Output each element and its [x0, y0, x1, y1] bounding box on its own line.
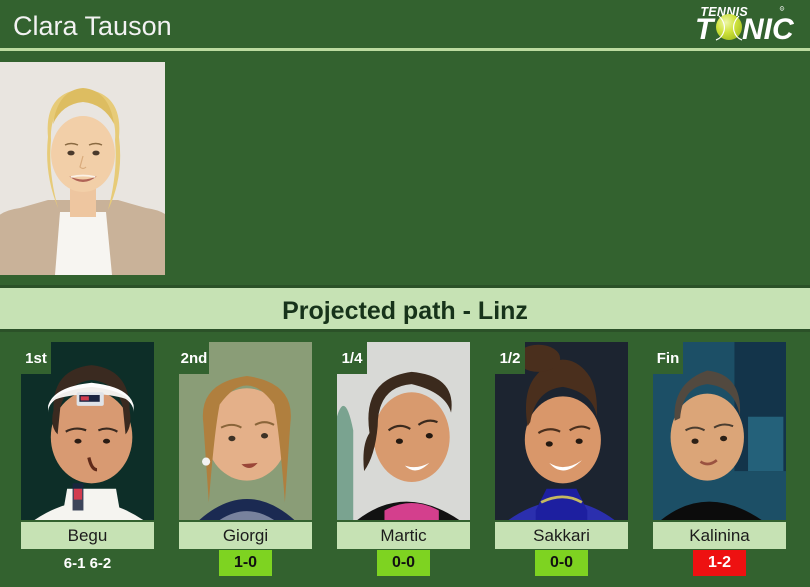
svg-text:®: ® — [781, 7, 783, 11]
svg-text:NIC: NIC — [742, 13, 795, 46]
svg-text:T: T — [696, 13, 716, 46]
